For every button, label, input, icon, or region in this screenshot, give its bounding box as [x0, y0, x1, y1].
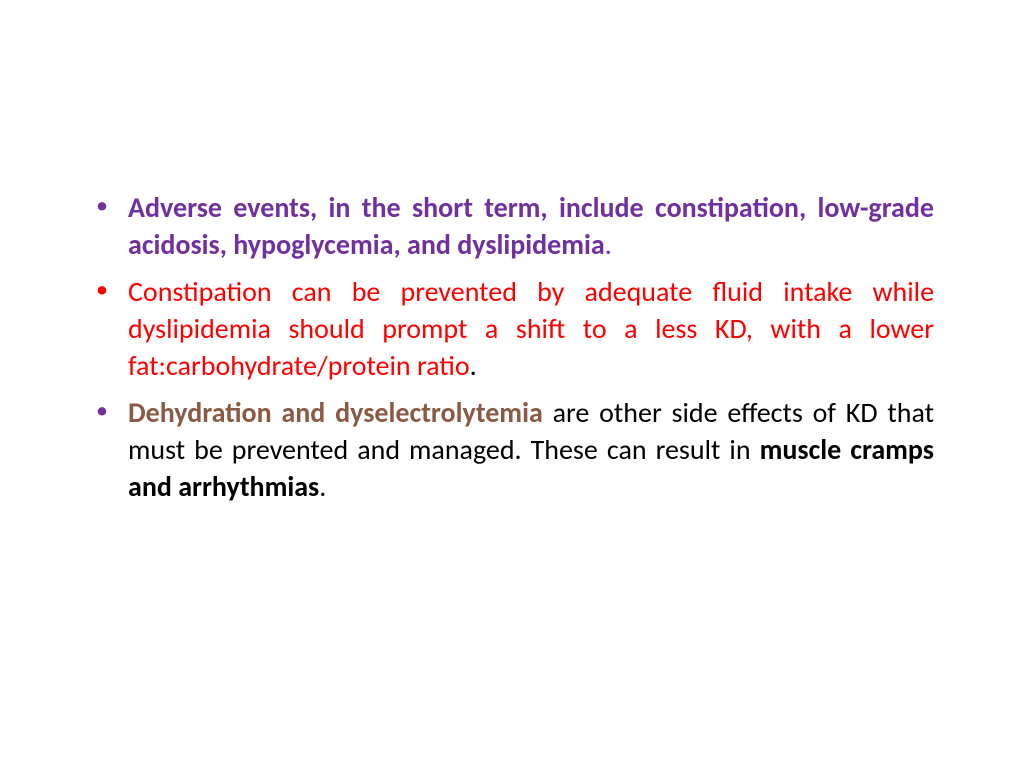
bullet-item-2: Constipation can be prevented by adequat… — [90, 274, 934, 385]
text-span: Constipation can be prevented by adequat… — [128, 274, 934, 383]
bullet-list: Adverse events, in the short term, inclu… — [90, 190, 934, 506]
slide: Adverse events, in the short term, inclu… — [0, 0, 1024, 768]
bullet-item-1: Adverse events, in the short term, inclu… — [90, 190, 934, 264]
text-span: . — [319, 469, 326, 504]
text-span: Adverse events, in the short term, inclu… — [128, 190, 934, 262]
bullet-item-3: Dehydration and dyselectrolytemia are ot… — [90, 395, 934, 506]
text-span: . — [605, 227, 612, 262]
text-span: . — [470, 348, 477, 383]
text-span: Dehydration and dyselectrolytemia — [128, 395, 543, 430]
